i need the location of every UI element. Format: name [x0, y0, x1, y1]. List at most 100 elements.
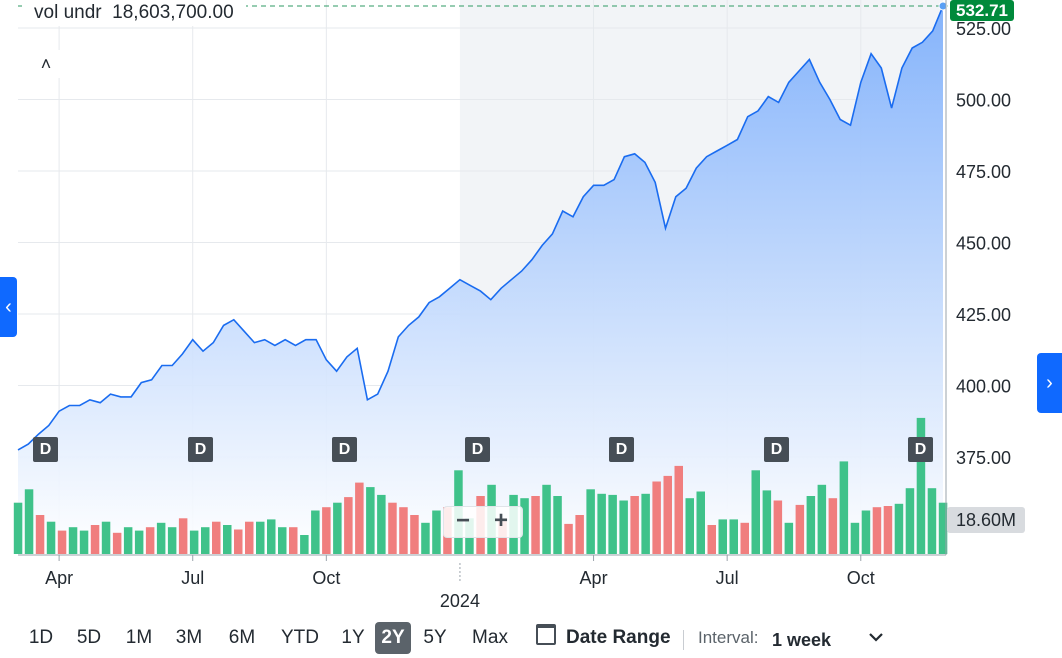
- volume-bar: [24, 489, 34, 554]
- volume-bar: [872, 507, 882, 554]
- dividend-marker[interactable]: D: [332, 437, 357, 462]
- y-tick-label: 375.00: [956, 448, 1011, 468]
- volume-bar: [399, 507, 408, 554]
- calendar-icon: [536, 624, 556, 645]
- range-button-1m[interactable]: 1M: [125, 627, 153, 648]
- volume-bar: [817, 484, 827, 554]
- dividend-marker[interactable]: D: [465, 437, 490, 462]
- price-line: [17, 5, 944, 451]
- volume-bar: [101, 521, 111, 554]
- volume-bar: [520, 498, 529, 554]
- zoom-out-button[interactable]: −: [455, 507, 470, 534]
- volume-bar: [57, 530, 67, 554]
- y-tick-label: 400.00: [956, 377, 1011, 397]
- dividend-marker[interactable]: D: [188, 437, 213, 462]
- toolbar-divider: [683, 630, 684, 650]
- range-button-5y[interactable]: 5Y: [423, 627, 447, 648]
- volume-bar: [905, 488, 915, 554]
- volume-bar: [267, 519, 276, 554]
- volume-bar: [145, 527, 155, 554]
- volume-bar: [13, 502, 23, 554]
- range-button-3m[interactable]: 3M: [175, 627, 203, 648]
- volume-bar: [234, 529, 243, 554]
- volume-bar: [366, 487, 375, 554]
- volume-bar: [751, 470, 760, 554]
- price-area: [18, 6, 943, 555]
- x-tick-label-year: 2024: [440, 591, 480, 610]
- volume-bar: [278, 527, 287, 554]
- volume-bar: [245, 521, 254, 554]
- volume-bar: [112, 532, 122, 554]
- last-price-dot: [938, 1, 948, 11]
- volume-underlay-label: vol undr 18,603,700.00: [22, 0, 246, 26]
- dividend-marker[interactable]: D: [764, 437, 789, 462]
- volume-bar: [553, 496, 562, 554]
- volume-bar: [322, 507, 331, 554]
- date-range-label: Date Range: [566, 627, 671, 648]
- volume-bar: [828, 498, 838, 554]
- volume-bar: [542, 484, 551, 554]
- chevron-down-icon[interactable]: [866, 627, 886, 647]
- range-toolbar: 1D 5D 1M 3M 6M YTD 1Y 2Y 5Y Max Date Range Interv…: [0, 618, 1062, 658]
- range-button-5d[interactable]: 5D: [76, 627, 102, 648]
- volume-bar: [784, 522, 794, 554]
- volume-bar: [344, 497, 353, 554]
- volume-bar: [696, 491, 705, 554]
- range-button-1d[interactable]: 1D: [28, 627, 54, 648]
- volume-bar: [894, 503, 904, 554]
- volume-bar: [156, 522, 166, 554]
- volume-bar: [916, 417, 926, 554]
- range-button-1y[interactable]: 1Y: [341, 627, 365, 648]
- date-range-button[interactable]: Date Range: [536, 622, 671, 654]
- x-tick-label: Jul: [716, 568, 739, 588]
- volume-bar: [729, 519, 738, 554]
- volume-bar: [707, 525, 716, 554]
- volume-bar: [167, 527, 177, 554]
- price-chart[interactable]: 525.00 500.00 475.00 450.00 425.00 400.00 375.…: [0, 0, 1062, 610]
- volume-bar: [531, 496, 540, 554]
- range-button-2y[interactable]: 2Y: [375, 622, 411, 654]
- volume-bar: [300, 535, 309, 554]
- dividend-marker[interactable]: D: [908, 437, 933, 462]
- volume-bar: [134, 530, 144, 554]
- volume-bar: [608, 494, 617, 554]
- scroll-left-button[interactable]: ‹: [0, 277, 17, 337]
- y-tick-label: 525.00: [956, 19, 1011, 39]
- volume-bar: [421, 522, 430, 554]
- volume-bar: [212, 521, 221, 554]
- interval-select[interactable]: 1 week: [772, 630, 832, 650]
- volume-bar: [355, 482, 364, 554]
- volume-bar: [90, 525, 100, 554]
- volume-bar: [938, 502, 948, 554]
- y-tick-label: 500.00: [956, 91, 1011, 111]
- chevron-left-icon: ‹: [5, 296, 12, 318]
- collapse-button[interactable]: ˄: [30, 50, 62, 78]
- range-button-max[interactable]: Max: [472, 627, 508, 648]
- x-tick-label: Oct: [847, 568, 875, 588]
- dividend-marker[interactable]: D: [609, 437, 634, 462]
- volume-bar: [410, 515, 419, 554]
- volume-bar: [883, 506, 893, 554]
- range-button-ytd[interactable]: YTD: [281, 627, 319, 648]
- zoom-in-button[interactable]: +: [493, 507, 508, 534]
- volume-bar: [597, 493, 606, 554]
- dividend-marker[interactable]: D: [33, 437, 58, 462]
- range-button-6m[interactable]: 6M: [228, 627, 256, 648]
- volume-bar: [630, 496, 639, 554]
- scroll-right-button[interactable]: ›: [1037, 353, 1062, 413]
- x-tick-label: Oct: [312, 568, 340, 588]
- volume-bar: [68, 527, 78, 554]
- volume-bar: [663, 475, 672, 554]
- chevron-right-icon: ›: [1046, 372, 1053, 394]
- volume-bar: [773, 500, 783, 554]
- volume-bar: [619, 500, 628, 554]
- x-tick-label: Apr: [45, 568, 73, 588]
- last-volume-tag: 18.60M: [947, 507, 1025, 533]
- volume-bar: [861, 510, 871, 554]
- volume-bar: [123, 527, 133, 554]
- volume-bar: [718, 519, 727, 554]
- volume-bar: [432, 510, 441, 554]
- volume-bar: [575, 515, 584, 554]
- volume-bar: [46, 521, 56, 554]
- volume-bar: [178, 518, 188, 554]
